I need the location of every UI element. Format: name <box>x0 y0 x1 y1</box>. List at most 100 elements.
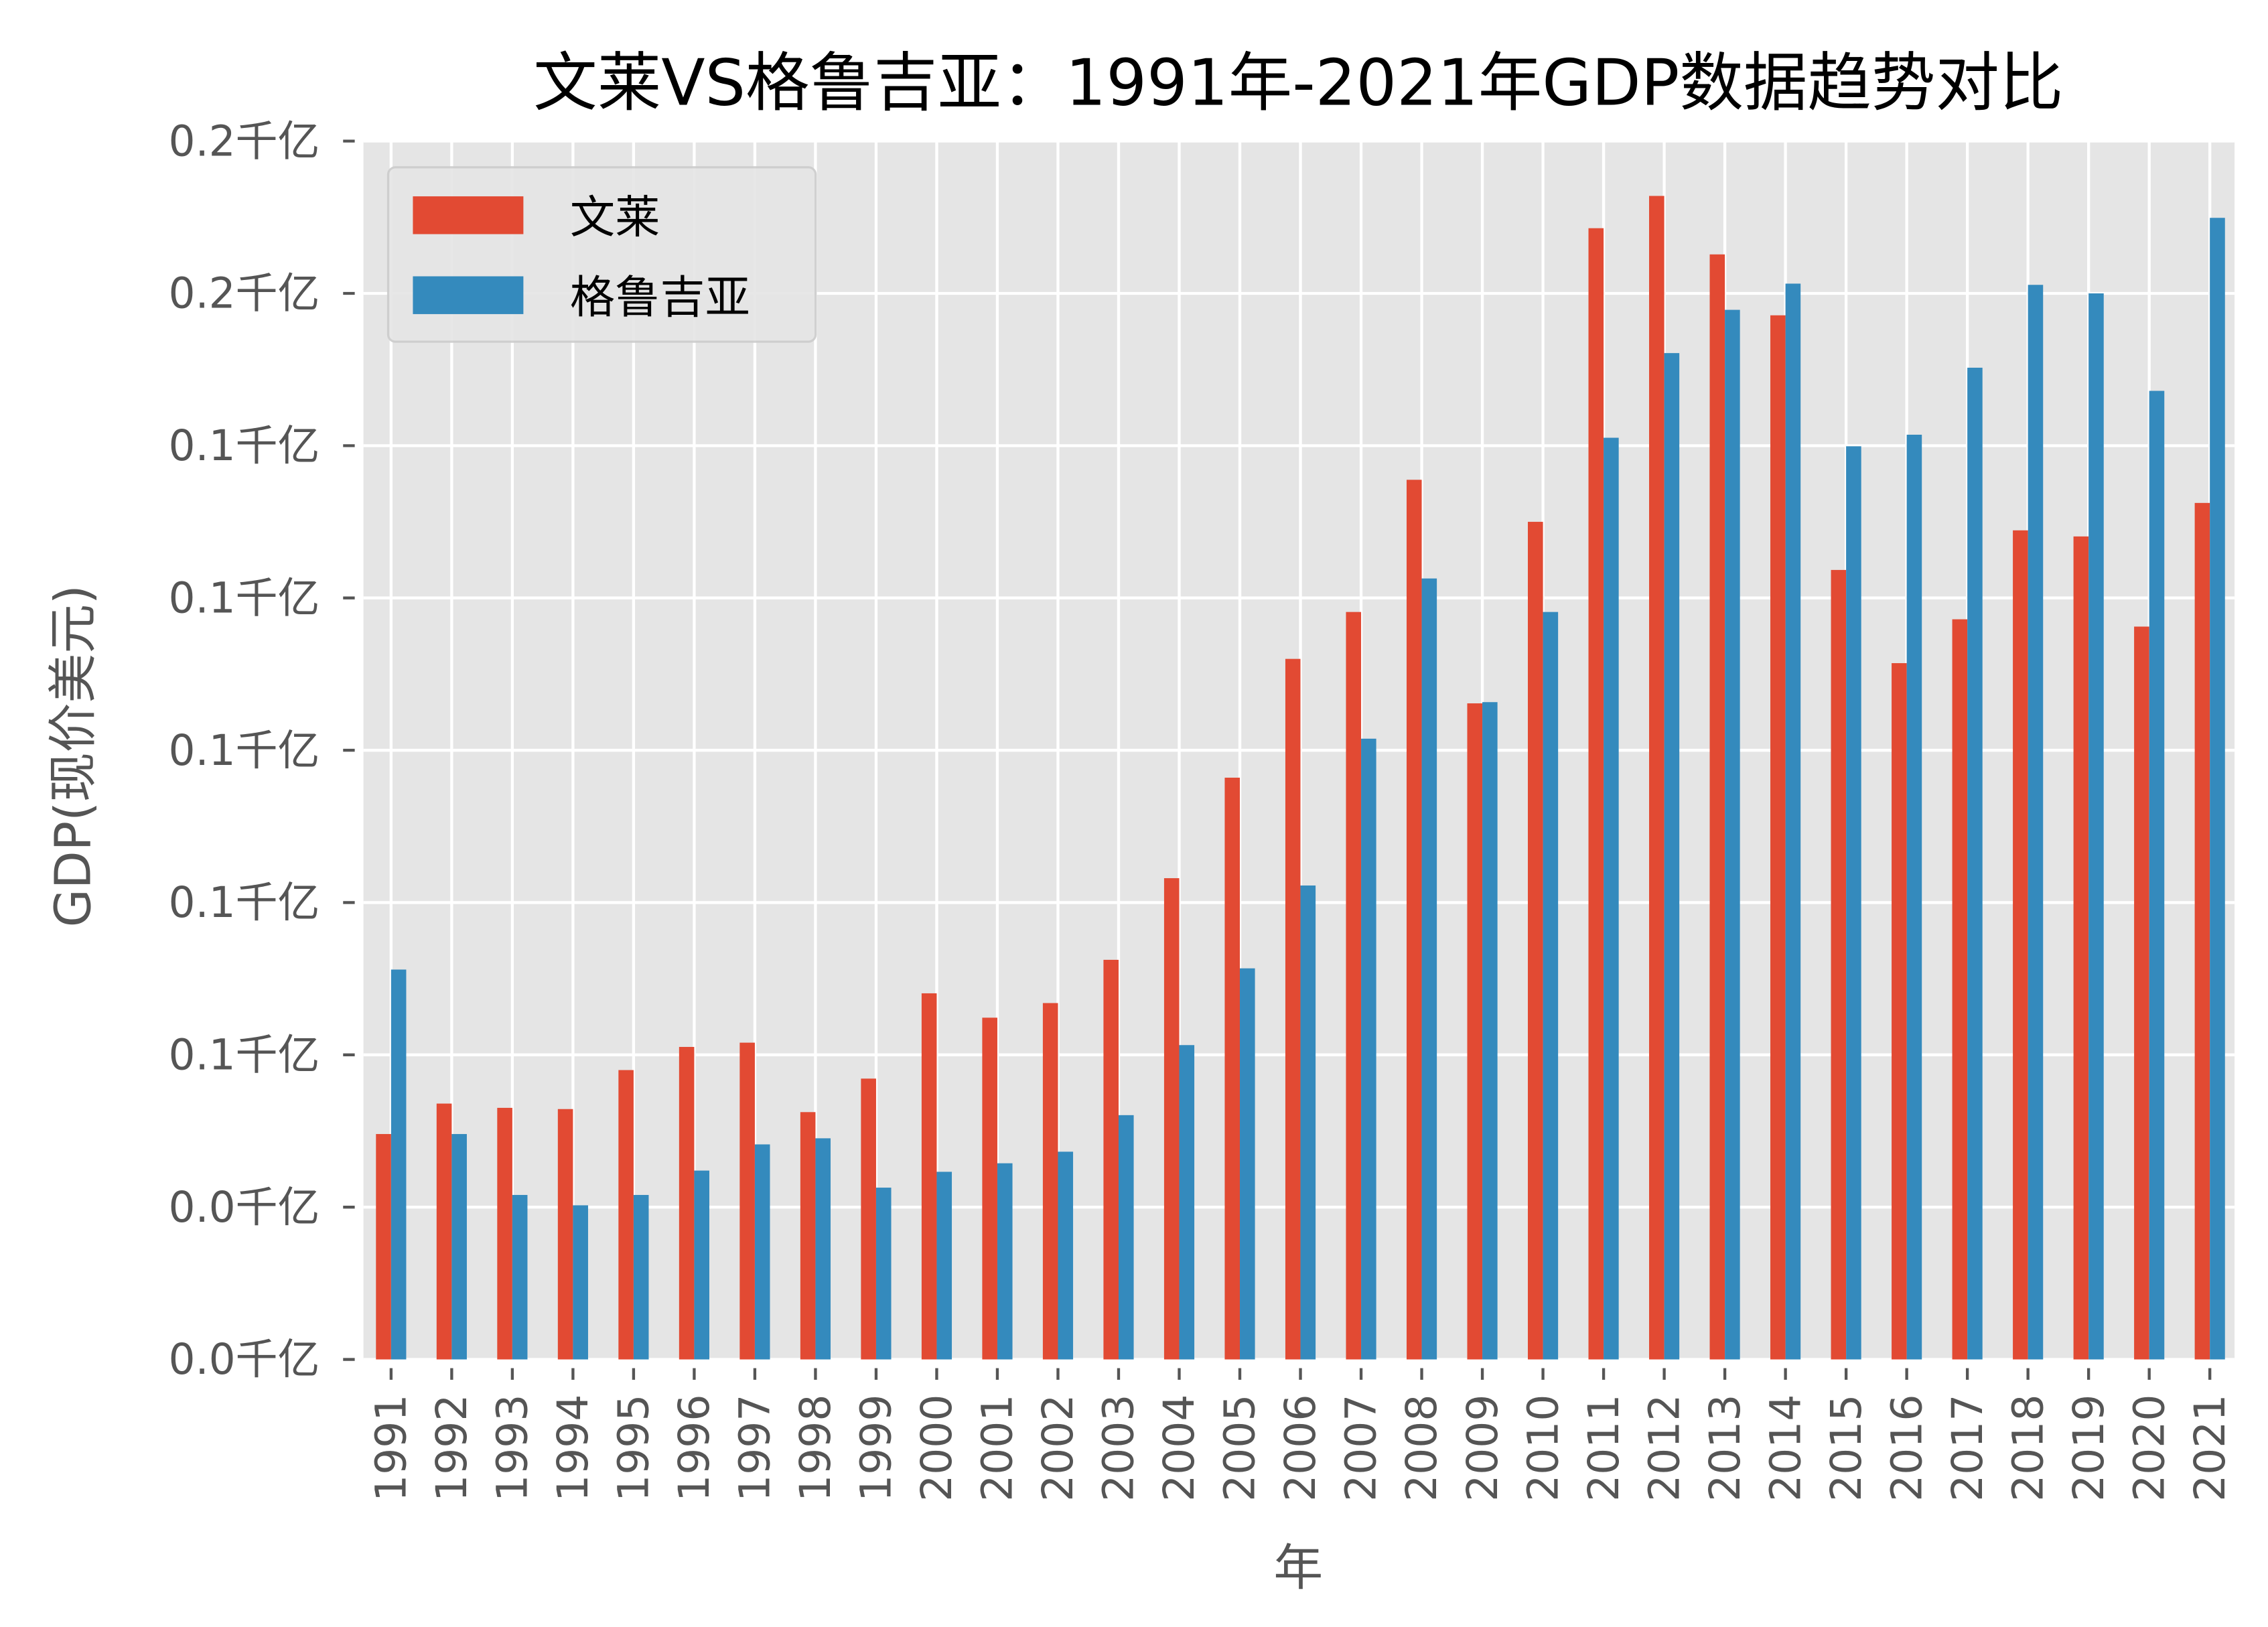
y-tick-label: 0.1千亿 <box>169 573 320 622</box>
x-tick-label: 1994 <box>549 1395 597 1502</box>
bar-georgia-2005 <box>1240 968 1255 1360</box>
legend-label-georgia: 格鲁吉亚 <box>570 271 750 324</box>
bar-brunei-2007 <box>1346 612 1362 1360</box>
bar-brunei-2019 <box>2073 536 2089 1360</box>
bar-brunei-2014 <box>1770 315 1786 1360</box>
bar-brunei-1996 <box>679 1046 695 1360</box>
bar-georgia-1997 <box>754 1144 770 1360</box>
bar-georgia-1999 <box>875 1188 892 1360</box>
x-tick-label: 1992 <box>427 1395 476 1502</box>
x-tick-label: 2002 <box>1034 1395 1082 1502</box>
x-tick-label: 1997 <box>731 1395 780 1502</box>
y-tick-label: 0.1千亿 <box>169 421 320 470</box>
bar-georgia-2007 <box>1361 738 1376 1360</box>
y-tick-label: 0.2千亿 <box>169 269 320 318</box>
bar-brunei-2003 <box>1103 959 1119 1360</box>
bar-georgia-1991 <box>391 969 407 1360</box>
bars <box>376 196 2225 1360</box>
bar-georgia-1992 <box>451 1134 467 1360</box>
bar-brunei-2013 <box>1709 254 1725 1360</box>
bar-brunei-2008 <box>1406 480 1422 1360</box>
bar-brunei-1994 <box>557 1109 573 1360</box>
bar-brunei-2010 <box>1527 522 1543 1360</box>
x-tick-label: 2016 <box>1882 1395 1931 1502</box>
bar-georgia-2015 <box>1846 446 1861 1360</box>
bar-georgia-2004 <box>1179 1045 1195 1360</box>
bar-georgia-2002 <box>1058 1151 1074 1360</box>
bar-brunei-2004 <box>1163 878 1180 1360</box>
bar-brunei-1995 <box>618 1070 634 1360</box>
bar-georgia-2006 <box>1300 885 1316 1360</box>
x-tick-label: 1998 <box>791 1395 840 1502</box>
bar-georgia-2003 <box>1118 1115 1134 1360</box>
bar-georgia-2021 <box>2210 218 2225 1360</box>
y-tick-label: 0.2千亿 <box>169 117 320 165</box>
x-tick-label: 2010 <box>1518 1395 1567 1502</box>
y-tick-label: 0.1千亿 <box>169 1031 320 1080</box>
bar-georgia-2000 <box>936 1172 952 1360</box>
x-tick-label: 2000 <box>912 1395 961 1502</box>
x-tick-label: 2011 <box>1579 1395 1628 1502</box>
bar-brunei-1992 <box>436 1103 452 1360</box>
x-tick-label: 2001 <box>973 1395 1022 1502</box>
chart-title: 文莱VS格鲁吉亚：1991年-2021年GDP数据趋势对比 <box>533 45 2063 120</box>
bar-brunei-2012 <box>1649 196 1664 1360</box>
legend-label-brunei: 文莱 <box>570 191 660 243</box>
x-tick-label: 2007 <box>1337 1395 1386 1502</box>
bar-georgia-2018 <box>2028 285 2044 1360</box>
x-tick-label: 1999 <box>852 1395 901 1502</box>
y-axis-label: GDP(现价美元) <box>46 585 102 927</box>
bar-georgia-1994 <box>573 1205 588 1360</box>
bar-georgia-2012 <box>1664 353 1680 1360</box>
bar-georgia-1996 <box>694 1170 709 1360</box>
y-tick-label: 0.1千亿 <box>169 878 320 927</box>
bar-georgia-2001 <box>997 1163 1013 1360</box>
bar-georgia-1998 <box>815 1138 831 1360</box>
bar-georgia-1995 <box>633 1194 649 1360</box>
x-tick-label: 2017 <box>1943 1395 1992 1502</box>
x-tick-label: 2004 <box>1155 1395 1204 1502</box>
bar-brunei-2018 <box>2013 530 2028 1360</box>
x-tick-label: 2003 <box>1094 1395 1143 1502</box>
x-tick-label: 2005 <box>1216 1395 1265 1502</box>
x-tick-label: 2008 <box>1397 1395 1446 1502</box>
bar-brunei-2021 <box>2194 502 2210 1360</box>
bar-brunei-1993 <box>497 1107 512 1360</box>
x-tick-label: 2009 <box>1458 1395 1507 1502</box>
bar-brunei-1997 <box>739 1042 755 1360</box>
legend-swatch-brunei <box>413 196 524 234</box>
bar-brunei-2006 <box>1285 658 1301 1360</box>
bar-brunei-2005 <box>1224 778 1241 1360</box>
bar-brunei-2017 <box>1952 619 1968 1360</box>
bar-georgia-2020 <box>2149 391 2165 1360</box>
bar-georgia-2009 <box>1482 702 1498 1360</box>
x-tick-label: 2019 <box>2064 1395 2113 1502</box>
x-tick-label: 2006 <box>1276 1395 1325 1502</box>
bar-georgia-2010 <box>1543 612 1559 1360</box>
x-tick-label: 2012 <box>1640 1395 1689 1502</box>
bar-georgia-2014 <box>1785 283 1801 1360</box>
bar-brunei-2001 <box>982 1017 997 1360</box>
bar-georgia-2016 <box>1906 434 1922 1360</box>
bar-georgia-2017 <box>1967 367 1983 1360</box>
bar-georgia-1993 <box>512 1194 528 1360</box>
x-axis-ticks: 1991 1992 1993 1994 1995 1996 1997 1998 1999 2000… <box>367 1368 2235 1502</box>
x-tick-label: 2018 <box>2003 1395 2052 1502</box>
bar-georgia-2013 <box>1725 309 1740 1360</box>
bar-brunei-1999 <box>861 1078 876 1360</box>
bar-brunei-2000 <box>921 993 937 1360</box>
bar-brunei-2002 <box>1042 1003 1058 1360</box>
x-tick-label: 2020 <box>2125 1395 2174 1502</box>
y-tick-label: 0.0千亿 <box>169 1183 320 1232</box>
x-tick-label: 1993 <box>488 1395 537 1502</box>
bar-georgia-2008 <box>1421 578 1437 1360</box>
y-tick-label: 0.0千亿 <box>169 1335 320 1384</box>
bar-brunei-2020 <box>2134 626 2149 1360</box>
x-tick-label: 1996 <box>670 1395 719 1502</box>
bar-brunei-2015 <box>1831 569 1847 1360</box>
x-tick-label: 2014 <box>1761 1395 1810 1502</box>
x-tick-label: 2021 <box>2186 1395 2235 1502</box>
bar-georgia-2019 <box>2088 293 2104 1360</box>
bar-brunei-1998 <box>800 1112 816 1360</box>
